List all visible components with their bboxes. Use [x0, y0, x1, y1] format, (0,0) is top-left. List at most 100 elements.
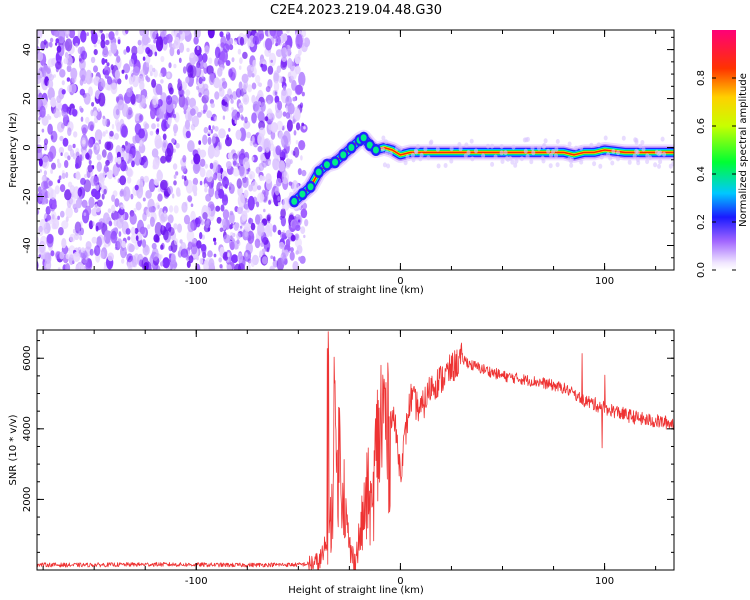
signal-haze — [466, 150, 471, 155]
signal-haze — [603, 135, 608, 141]
noise-blob — [120, 157, 124, 162]
noise-blob — [120, 204, 125, 210]
noise-blob — [268, 160, 271, 166]
noise-blob — [294, 57, 300, 64]
noise-blob — [186, 47, 190, 53]
noise-blob — [250, 258, 255, 268]
noise-blob — [69, 233, 76, 243]
signal-haze — [523, 148, 528, 154]
noise-blob — [301, 169, 307, 177]
noise-blob — [244, 203, 249, 210]
noise-blob — [196, 240, 202, 249]
noise-blob — [48, 180, 53, 187]
spectrogram-y-tick-label: 20 — [22, 92, 33, 105]
noise-blob — [130, 193, 134, 200]
noise-blob — [285, 112, 291, 119]
noise-blob — [58, 227, 64, 236]
signal-haze — [490, 143, 495, 149]
noise-blob — [295, 234, 299, 241]
noise-blob — [242, 157, 250, 169]
noise-blob — [270, 255, 274, 259]
noise-blob — [224, 102, 229, 108]
signal-haze — [524, 137, 529, 143]
noise-blob — [57, 267, 61, 270]
noise-blob — [172, 113, 177, 119]
noise-blob — [282, 111, 287, 117]
noise-blob — [91, 102, 95, 107]
signal-haze — [635, 157, 640, 163]
noise-blob — [167, 185, 173, 195]
noise-blob — [205, 220, 210, 228]
noise-blob — [270, 122, 279, 133]
noise-blob — [59, 251, 65, 260]
noise-blob — [181, 81, 187, 91]
signal-haze — [464, 142, 469, 148]
noise-blob — [107, 151, 113, 162]
signal-haze — [645, 159, 650, 165]
snr-y-label: SNR (10 * v/v) — [8, 414, 19, 485]
noise-blob — [280, 138, 284, 144]
noise-blob — [244, 231, 249, 238]
snr-x-label: Height of straight line (km) — [288, 585, 424, 596]
noise-blob — [275, 109, 283, 119]
noise-blob — [103, 188, 107, 195]
spectrogram-x-tick-label: -100 — [185, 276, 208, 287]
signal-haze — [616, 156, 620, 162]
noise-blob — [139, 30, 144, 36]
signal-haze — [493, 154, 498, 160]
noise-blob — [168, 62, 172, 69]
noise-blob — [235, 88, 242, 98]
signal-haze — [537, 145, 541, 151]
spectrogram-x-tick-label: 100 — [595, 276, 614, 287]
noise-blob — [220, 42, 225, 48]
noise-blob — [155, 159, 160, 166]
noise-blob — [265, 38, 273, 51]
noise-blob — [222, 217, 230, 228]
noise-blob — [252, 101, 260, 112]
noise-blob — [111, 204, 116, 214]
signal-blob — [340, 151, 347, 159]
noise-blob — [257, 222, 265, 237]
noise-blob — [282, 85, 287, 91]
noise-blob — [285, 238, 291, 248]
noise-blob — [101, 149, 107, 158]
noise-blob — [166, 95, 173, 105]
noise-blob — [255, 166, 261, 174]
noise-blob — [55, 66, 59, 73]
noise-blob — [235, 244, 239, 250]
noise-blob — [44, 258, 52, 270]
noise-blob — [292, 97, 297, 102]
noise-blob — [227, 252, 230, 258]
noise-blob — [80, 116, 84, 122]
signal-haze — [510, 159, 515, 165]
noise-blob — [181, 164, 187, 172]
noise-blob — [129, 212, 137, 225]
snr-x-tick-label: -100 — [185, 576, 208, 587]
noise-blob — [289, 65, 298, 81]
noise-blob — [111, 194, 116, 202]
noise-blob — [173, 180, 177, 186]
noise-blob — [269, 113, 275, 122]
noise-blob — [67, 144, 73, 152]
signal-haze — [463, 153, 468, 159]
noise-blob — [90, 56, 96, 64]
noise-blob — [173, 123, 178, 134]
noise-blob — [272, 224, 277, 233]
signal-haze — [457, 142, 462, 147]
noise-blob — [285, 158, 292, 168]
noise-blob — [265, 173, 272, 184]
noise-blob — [281, 89, 287, 96]
noise-blob — [157, 99, 163, 107]
noise-blob — [223, 234, 231, 244]
signal-haze — [598, 163, 603, 169]
noise-blob — [171, 30, 175, 37]
noise-blob — [105, 159, 110, 166]
noise-blob — [135, 201, 142, 211]
noise-blob — [247, 167, 251, 172]
noise-blob — [111, 124, 115, 130]
signal-haze — [458, 146, 463, 152]
noise-blob — [193, 30, 201, 39]
noise-blob — [96, 161, 103, 172]
noise-blob — [105, 33, 109, 39]
noise-blob — [155, 235, 160, 243]
